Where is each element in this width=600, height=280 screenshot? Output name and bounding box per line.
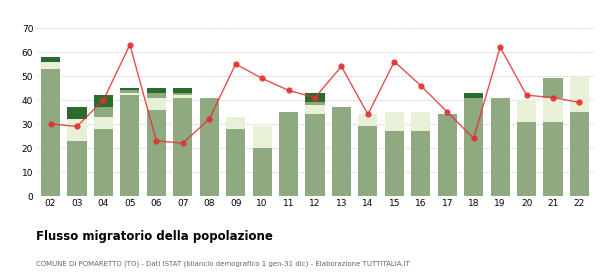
Bar: [41, 62, 60, 69]
Bar: [385, 131, 404, 196]
Bar: [544, 98, 563, 122]
Bar: [279, 112, 298, 196]
Bar: [94, 129, 113, 196]
Bar: [147, 98, 166, 109]
Bar: [517, 100, 536, 122]
Bar: [173, 93, 192, 95]
Bar: [94, 117, 113, 129]
Bar: [67, 119, 86, 141]
Bar: [94, 95, 113, 107]
Bar: [305, 102, 325, 105]
Bar: [332, 107, 351, 196]
Bar: [226, 129, 245, 196]
Bar: [121, 88, 139, 90]
Bar: [147, 88, 166, 93]
Bar: [464, 98, 483, 196]
Bar: [358, 126, 377, 196]
Bar: [411, 131, 430, 196]
Bar: [570, 112, 589, 196]
Bar: [200, 98, 219, 196]
Bar: [438, 115, 457, 196]
Bar: [67, 107, 86, 119]
Bar: [491, 98, 509, 196]
Bar: [544, 122, 563, 196]
Bar: [464, 93, 483, 98]
Bar: [517, 122, 536, 196]
Bar: [385, 112, 404, 131]
Bar: [358, 115, 377, 126]
Bar: [41, 69, 60, 196]
Bar: [305, 115, 325, 196]
Bar: [305, 93, 325, 102]
Bar: [67, 141, 86, 196]
Bar: [253, 148, 272, 196]
Bar: [41, 57, 60, 62]
Bar: [305, 105, 325, 115]
Bar: [147, 93, 166, 98]
Bar: [121, 95, 139, 196]
Bar: [173, 95, 192, 98]
Bar: [94, 107, 113, 117]
Bar: [173, 98, 192, 196]
Text: Flusso migratorio della popolazione: Flusso migratorio della popolazione: [36, 230, 273, 242]
Bar: [570, 76, 589, 112]
Text: COMUNE DI POMARETTO (TO) - Dati ISTAT (bilancio demografico 1 gen-31 dic) - Elab: COMUNE DI POMARETTO (TO) - Dati ISTAT (b…: [36, 260, 410, 267]
Bar: [544, 78, 563, 98]
Bar: [253, 126, 272, 148]
Bar: [121, 90, 139, 93]
Bar: [147, 109, 166, 196]
Bar: [121, 93, 139, 95]
Bar: [411, 112, 430, 131]
Bar: [173, 88, 192, 93]
Bar: [226, 117, 245, 129]
